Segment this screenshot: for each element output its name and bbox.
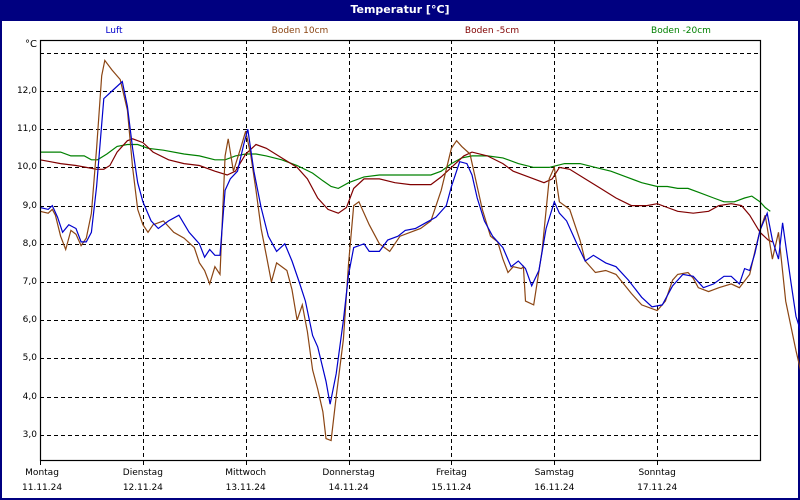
x-tick-day: Samstag — [534, 468, 575, 478]
y-axis-unit: °C — [25, 39, 37, 50]
x-tick-date: 15.11.24 — [431, 483, 472, 493]
legend-item-boden-20cm: Boden -20cm — [651, 26, 711, 36]
x-tick-date: 11.11.24 — [22, 483, 63, 493]
x-tick-label: Samstag 16.11.24 — [534, 466, 574, 496]
x-tick-label: Donnerstag 14.11.24 — [322, 466, 375, 496]
x-tick-day: Sonntag — [638, 468, 676, 478]
x-tick-label: Montag 11.11.24 — [22, 466, 62, 496]
y-tick-label: 9,0 — [22, 200, 37, 211]
x-tick-date: 13.11.24 — [225, 483, 266, 493]
y-tick-label: 6,0 — [22, 315, 37, 326]
y-tick-label: 4,0 — [22, 391, 37, 402]
x-tick-date: 17.11.24 — [637, 483, 678, 493]
x-tick-date: 14.11.24 — [328, 483, 369, 493]
x-tick-label: Mittwoch 13.11.24 — [225, 466, 266, 496]
y-tick-label: 11,0 — [16, 124, 37, 135]
plot-frame — [39, 39, 762, 462]
x-tick-day: Donnerstag — [322, 468, 375, 478]
x-tick-date: 16.11.24 — [534, 483, 575, 493]
y-tick-label: 5,0 — [22, 353, 37, 364]
x-tick-date: 12.11.24 — [122, 483, 163, 493]
x-tick-day: Freitag — [436, 468, 467, 478]
window-title: Temperatur [°C] — [350, 3, 450, 16]
x-tick-day: Mittwoch — [225, 468, 267, 478]
y-tick-label: 3,0 — [22, 429, 37, 440]
series-line-boden-5cm — [39, 138, 773, 243]
legend-item-boden-5cm: Boden -5cm — [464, 26, 520, 36]
x-tick-day: Dienstag — [122, 468, 163, 478]
x-tick-label: Freitag 15.11.24 — [431, 466, 471, 496]
y-tick-label: 12,0 — [16, 86, 37, 96]
series-line-boden-10cm — [39, 58, 800, 442]
chart-panel — [2, 21, 798, 498]
legend-item-luft: Luft — [105, 26, 123, 36]
y-tick-label: 7,0 — [22, 277, 37, 287]
series-line-luft — [39, 80, 800, 405]
x-tick-label: Dienstag 12.11.24 — [123, 466, 163, 496]
series-line-boden-20cm — [40, 143, 771, 212]
x-tick-label: Sonntag 17.11.24 — [637, 466, 677, 496]
x-tick-day: Montag — [25, 468, 59, 478]
y-tick-label: 10,0 — [16, 162, 37, 173]
legend-item-boden-10cm: Boden 10cm — [271, 26, 329, 36]
y-tick-label: 8,0 — [22, 238, 37, 249]
